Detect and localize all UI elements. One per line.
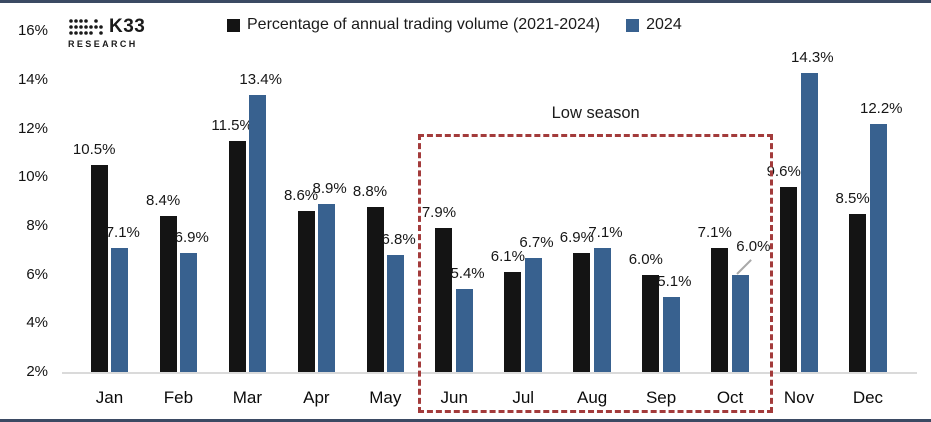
x-axis-line bbox=[62, 372, 917, 374]
bar-volume-2021-2024 bbox=[366, 206, 384, 372]
bar-value-label: 11.5% bbox=[211, 116, 253, 134]
bar-2024 bbox=[249, 94, 267, 372]
bar-value-label: 5.4% bbox=[450, 265, 485, 283]
bar-value-label: 6.9% bbox=[174, 228, 209, 246]
month-label: Aug bbox=[577, 388, 608, 407]
bar-value-label: 12.2% bbox=[859, 99, 903, 117]
brand-subtitle: RESEARCH bbox=[68, 39, 138, 49]
bar-value-label: 14.3% bbox=[791, 48, 834, 66]
bar-value-label: 7.1% bbox=[105, 223, 140, 241]
bar-value-label: 8.9% bbox=[312, 180, 347, 198]
bar-value-label: 6.0% bbox=[628, 250, 663, 268]
bar-volume-2021-2024 bbox=[573, 252, 591, 372]
legend-label: Percentage of annual trading volume (202… bbox=[247, 16, 601, 33]
bar-volume-2021-2024 bbox=[504, 272, 522, 372]
month-label: Sep bbox=[645, 388, 677, 407]
legend-swatch-blue bbox=[626, 18, 640, 32]
bar-value-label: 8.8% bbox=[352, 182, 388, 200]
bar-value-label: 6.1% bbox=[490, 248, 525, 266]
bar-value-label: 5.1% bbox=[657, 272, 692, 290]
y-tick-label: 6% bbox=[26, 265, 48, 283]
bar-volume-2021-2024 bbox=[711, 247, 729, 372]
y-tick-label: 12% bbox=[17, 119, 48, 137]
bar-value-label: 7.9% bbox=[421, 204, 457, 222]
bar-value-label: 10.5% bbox=[72, 141, 116, 159]
legend-swatch-black bbox=[227, 18, 240, 32]
bar-value-label: 7.1% bbox=[697, 223, 732, 241]
bar-volume-2021-2024 bbox=[642, 274, 660, 372]
bar-2024 bbox=[180, 252, 198, 372]
y-tick-label: 2% bbox=[26, 363, 48, 380]
month-label: Dec bbox=[852, 388, 884, 407]
bar-2024 bbox=[593, 247, 611, 372]
y-tick-label: 8% bbox=[26, 217, 48, 235]
month-label: May bbox=[369, 388, 402, 407]
k33-dots-icon bbox=[69, 18, 103, 35]
bar-volume-2021-2024 bbox=[228, 140, 246, 372]
bar-volume-2021-2024 bbox=[435, 228, 453, 372]
month-label: Apr bbox=[303, 388, 330, 407]
bar-2024 bbox=[456, 289, 474, 372]
bar-volume-2021-2024 bbox=[297, 211, 315, 372]
bar-2024 bbox=[111, 247, 129, 372]
low-season-box bbox=[418, 134, 774, 413]
bar-value-label: 7.1% bbox=[588, 223, 623, 241]
bar-value-label: 6.0% bbox=[736, 237, 771, 255]
k33-research-logo: K33 RESEARCH bbox=[68, 16, 145, 49]
bar-2024 bbox=[800, 72, 818, 372]
bar-value-label: 13.4% bbox=[239, 70, 282, 88]
y-tick-label: 14% bbox=[17, 71, 48, 89]
month-label: Oct bbox=[716, 388, 744, 407]
y-tick-label: 16% bbox=[17, 22, 48, 40]
bar-2024 bbox=[731, 274, 749, 372]
bar-value-label: 8.5% bbox=[835, 189, 870, 207]
y-tick-label: 4% bbox=[26, 314, 48, 332]
bar-2024 bbox=[869, 123, 887, 372]
bar-volume-2021-2024 bbox=[159, 216, 177, 372]
y-tick-label: 10% bbox=[17, 168, 48, 186]
bar-value-label: 6.7% bbox=[519, 233, 554, 251]
bar-2024 bbox=[387, 255, 405, 372]
bar-value-label: 6.8% bbox=[381, 231, 416, 249]
bar-volume-2021-2024 bbox=[849, 213, 867, 372]
low-season-label: Low season bbox=[551, 104, 640, 122]
month-label: Nov bbox=[783, 388, 815, 407]
legend-item-volume-2021-2024: Percentage of annual trading volume (202… bbox=[227, 16, 600, 34]
month-label: Jul bbox=[512, 388, 535, 407]
month-label: Jan bbox=[95, 388, 124, 407]
brand-name: K33 bbox=[109, 16, 146, 37]
legend-item-2024: 2024 bbox=[626, 16, 682, 34]
month-label: Mar bbox=[232, 388, 263, 407]
legend-label: 2024 bbox=[646, 16, 682, 33]
bar-value-label: 8.6% bbox=[283, 187, 319, 205]
legend: Percentage of annual trading volume (202… bbox=[227, 16, 682, 34]
bar-volume-2021-2024 bbox=[780, 187, 798, 372]
bar-volume-2021-2024 bbox=[90, 165, 108, 372]
bar-value-label: 9.6% bbox=[766, 163, 801, 181]
month-label: Jun bbox=[440, 388, 468, 407]
bar-value-label: 6.9% bbox=[559, 228, 594, 246]
bar-2024 bbox=[318, 204, 336, 372]
bar-value-label: 8.4% bbox=[146, 192, 181, 210]
month-label: Feb bbox=[163, 388, 194, 407]
bar-2024 bbox=[525, 257, 542, 372]
bar-2024 bbox=[662, 296, 680, 372]
